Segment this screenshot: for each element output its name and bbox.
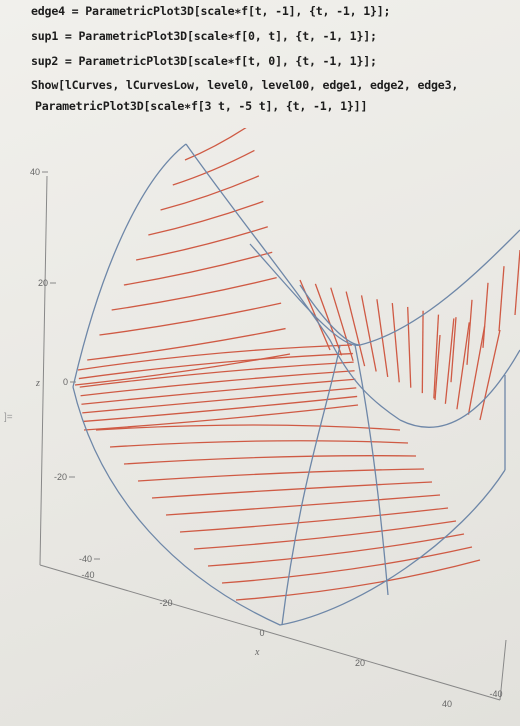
- level-curve: [81, 378, 356, 405]
- level-curve: [482, 282, 489, 348]
- support-curve: [299, 284, 361, 346]
- code-line-sup1[interactable]: sup1 = ParametricPlot3D[scale∗f[0, t], {…: [31, 29, 377, 43]
- level-curve: [137, 468, 425, 482]
- code-line-show-continued[interactable]: ParametricPlot3D[scale∗f[3 t, -5 t], {t,…: [35, 99, 368, 113]
- level-curve: [179, 507, 449, 533]
- x-axis-label: x: [254, 647, 260, 658]
- level-curve: [221, 546, 473, 584]
- level-curve: [123, 251, 273, 286]
- level-curve: [456, 322, 470, 410]
- level-curve: [109, 440, 409, 448]
- x-tick-label: -40: [81, 570, 94, 580]
- level-curve: [207, 533, 465, 567]
- support-curve: [281, 344, 341, 626]
- level-curve: [87, 327, 286, 361]
- level-curve: [434, 334, 441, 401]
- axis-ticks: 40 20 0 -20 -40 -40 -20 0 20 40 -40: [30, 167, 503, 709]
- edge-far-top: [249, 229, 520, 346]
- code-line-edge4[interactable]: edge4 = ParametricPlot3D[scale∗f[t, -1],…: [31, 4, 391, 18]
- z-tick-label: 20: [38, 278, 48, 288]
- level-curve: [444, 318, 455, 404]
- level-curve: [165, 494, 441, 516]
- z-axis-line: [39, 175, 48, 566]
- level-curve: [83, 395, 358, 423]
- level-curve: [160, 175, 260, 211]
- level-curve: [330, 287, 354, 361]
- level-curve: [391, 303, 400, 383]
- z-tick-label: -20: [54, 472, 67, 482]
- level-curve: [148, 200, 264, 236]
- code-line-sup2[interactable]: sup2 = ParametricPlot3D[scale∗f[t, 0], {…: [31, 54, 377, 68]
- level-curve: [123, 455, 417, 465]
- level-curve: [184, 128, 247, 161]
- level-curve: [78, 352, 353, 380]
- level-curve: [82, 387, 357, 414]
- level-curve: [235, 559, 481, 601]
- support-curve: [354, 344, 389, 596]
- level-curves: [74, 128, 520, 601]
- level-curve: [479, 329, 501, 421]
- level-curve: [151, 481, 433, 499]
- surface-edges: [72, 143, 520, 626]
- edge-bottom: [72, 386, 506, 626]
- edge-far-bottom: [399, 349, 520, 428]
- edge-left-top: [72, 143, 187, 388]
- edge-diagonal: [185, 143, 401, 421]
- level-curve: [80, 370, 355, 397]
- level-curve: [345, 291, 366, 367]
- x-tick-label: 20: [355, 658, 365, 668]
- x-tick-label: -20: [159, 598, 172, 608]
- y-tick-label: -40: [489, 689, 502, 699]
- z-tick-label: -40: [79, 554, 92, 564]
- level-curve: [172, 149, 255, 186]
- x-axis-line: [39, 564, 501, 701]
- level-curve: [95, 424, 401, 431]
- level-curve: [111, 277, 277, 311]
- level-curve: [421, 310, 424, 394]
- level-curve: [193, 520, 457, 550]
- level-curve: [450, 317, 457, 383]
- level-curve: [314, 283, 343, 356]
- level-curve: [433, 314, 440, 399]
- level-curve: [99, 302, 282, 336]
- level-curve: [514, 249, 520, 316]
- z-axis-label: z: [35, 378, 40, 389]
- z-tick-label: 0: [63, 377, 68, 387]
- level-curve: [79, 361, 354, 388]
- z-tick-label: 40: [30, 167, 40, 177]
- level-curve: [466, 299, 473, 365]
- x-tick-label: 40: [442, 699, 452, 709]
- level-curve: [498, 266, 505, 332]
- input-cell[interactable]: edge4 = ParametricPlot3D[scale∗f[t, -1],…: [0, 0, 520, 128]
- level-curve: [407, 306, 412, 388]
- level-curve: [467, 326, 486, 415]
- 3d-plot-output[interactable]: 40 20 0 -20 -40 -40 -20 0 20 40 -40 z x: [0, 128, 520, 726]
- bounding-box-axes: [39, 175, 507, 701]
- code-line-show[interactable]: Show[lCurves, lCurvesLow, level0, level0…: [31, 78, 459, 92]
- level-curve: [360, 295, 377, 372]
- output-cell-bracket[interactable]: ]=: [4, 412, 13, 423]
- level-curve: [74, 353, 291, 386]
- level-curve: [77, 344, 353, 371]
- y-axis-line: [499, 639, 507, 701]
- level-curve: [135, 226, 268, 261]
- x-tick-label: 0: [259, 628, 264, 638]
